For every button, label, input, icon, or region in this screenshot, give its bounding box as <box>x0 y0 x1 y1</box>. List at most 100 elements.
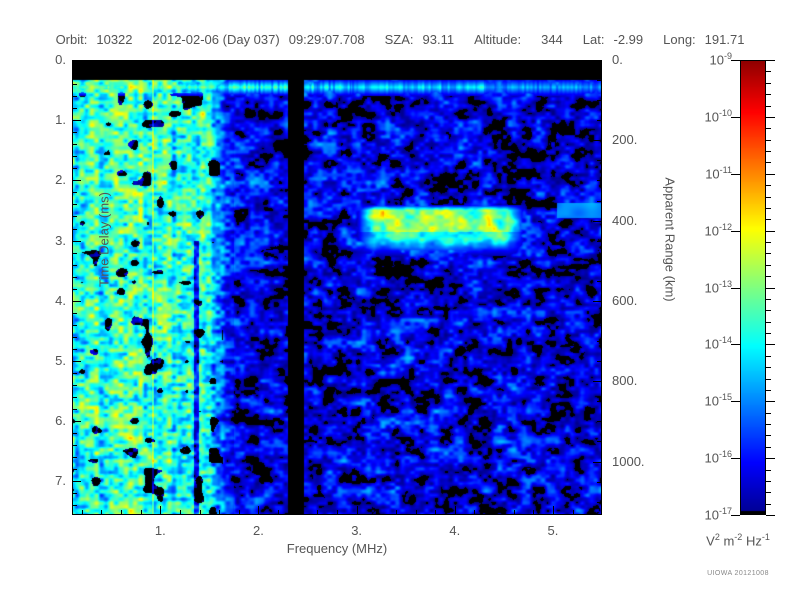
y2-tick-label-800: 800. <box>612 373 638 389</box>
unit-hz: Hz <box>745 533 762 549</box>
colorbar-mantissa: 10 <box>704 223 719 239</box>
colorbar-tick-label--9: 10-9 <box>664 51 732 67</box>
sza-value: 93.11 <box>422 31 455 47</box>
y-tick-minor <box>72 84 77 85</box>
colorbar-tick-major <box>766 60 775 61</box>
colorbar-tick-minor <box>766 356 771 357</box>
y2-tick-minor <box>597 160 602 161</box>
y-tick-minor <box>72 469 77 470</box>
x-tick-minor-top <box>573 60 574 65</box>
colorbar-mantissa: 10 <box>704 450 719 466</box>
x-axis-title: Frequency (MHz) <box>286 541 388 556</box>
x-tick-minor <box>573 510 574 515</box>
colorbar-tick-minor <box>766 379 771 380</box>
y-axis-title: Time Delay (ms) <box>96 192 112 287</box>
x-tick-minor <box>239 510 240 515</box>
x-tick-minor-top <box>82 60 83 65</box>
colorbar-tick-major-left <box>731 344 740 345</box>
x-tick-major-top <box>258 60 259 69</box>
y-tick-major <box>72 481 81 482</box>
y2-tick-minor <box>597 502 602 503</box>
colorbar-gradient <box>740 60 766 515</box>
x-tick-major <box>160 506 161 515</box>
colorbar-tick-major <box>766 174 775 175</box>
y-tick-major <box>72 60 81 61</box>
observation-time: 09:29:07.708 <box>288 31 365 47</box>
colorbar-tick-minor <box>766 253 771 254</box>
x-tick-minor-top <box>376 60 377 65</box>
sza-label: SZA: <box>384 31 414 47</box>
colorbar-tick-major <box>766 231 775 232</box>
colorbar-tick-major <box>766 401 775 402</box>
x-tick-minor <box>278 510 279 515</box>
y-tick-label-7: 7. <box>55 473 66 489</box>
x-tick-minor <box>82 510 83 515</box>
x-tick-minor <box>200 510 201 515</box>
x-tick-minor-top <box>337 60 338 65</box>
x-tick-minor <box>533 510 534 515</box>
x-tick-minor-top <box>101 60 102 65</box>
x-tick-major-top <box>455 60 456 69</box>
y2-tick-minor <box>597 100 602 101</box>
y-tick-minor <box>72 229 77 230</box>
colorbar-tick-major <box>766 515 775 516</box>
x-tick-minor <box>592 510 593 515</box>
x-tick-minor-top <box>435 60 436 65</box>
y2-tick-major <box>593 462 602 463</box>
colorbar-tick-minor <box>766 265 771 266</box>
y-tick-label-3: 3. <box>55 232 66 248</box>
y2-tick-minor <box>597 401 602 402</box>
x-tick-minor-top <box>494 60 495 65</box>
y-tick-minor <box>72 457 77 458</box>
x-tick-label-2: 2. <box>253 523 264 538</box>
y-tick-major <box>72 361 81 362</box>
y-tick-minor <box>72 277 77 278</box>
y-tick-minor <box>72 433 77 434</box>
colorbar-exponent: -10 <box>718 108 732 118</box>
y-tick-label-4: 4. <box>55 292 66 308</box>
x-tick-minor <box>474 510 475 515</box>
colorbar-exponent: -12 <box>718 222 732 232</box>
colorbar-tick-minor <box>766 128 771 129</box>
y-tick-label-0: 0. <box>55 52 66 67</box>
x-tick-major <box>258 506 259 515</box>
y-tick-label-5: 5. <box>55 352 66 368</box>
lat-value: -2.99 <box>613 31 644 47</box>
colorbar-tick-minor <box>766 333 771 334</box>
x-tick-label-3: 3. <box>351 523 363 538</box>
spectrogram-image <box>72 60 602 515</box>
y-tick-minor <box>72 132 77 133</box>
x-tick-minor-top <box>121 60 122 65</box>
colorbar-exponent: -17 <box>718 506 732 516</box>
colorbar-tick-minor <box>766 504 771 505</box>
long-label: Long: <box>663 31 696 47</box>
y-tick-minor <box>72 493 77 494</box>
colorbar-tick-major-left <box>731 515 740 516</box>
x-tick-minor-top <box>592 60 593 65</box>
y2-tick-minor <box>597 482 602 483</box>
y-tick-minor <box>72 144 77 145</box>
unit-m: m <box>723 533 735 549</box>
x-tick-minor <box>317 510 318 515</box>
observation-date: 2012-02-06 (Day 037) <box>152 31 280 47</box>
y-tick-minor <box>72 313 77 314</box>
y-tick-minor <box>72 265 77 266</box>
x-tick-major <box>553 506 554 515</box>
colorbar-tick-minor <box>766 162 771 163</box>
colorbar-exponent: -16 <box>718 449 732 459</box>
y2-tick-minor <box>597 241 602 242</box>
y-tick-major <box>72 180 81 181</box>
colorbar-tick-minor <box>766 481 771 482</box>
y-tick-minor <box>72 409 77 410</box>
colorbar-tick-minor <box>766 94 771 95</box>
ionogram-header: Orbit: 10322 2012-02-06 (Day 037) 09:29:… <box>0 30 800 48</box>
y-tick-label-1: 1. <box>55 112 66 128</box>
x-tick-minor-top <box>219 60 220 65</box>
colorbar-exponent: -14 <box>718 335 732 345</box>
x-tick-minor <box>494 510 495 515</box>
y-tick-major <box>72 241 81 242</box>
y2-tick-major <box>593 221 602 222</box>
unit-m-exp: -2 <box>734 532 743 542</box>
colorbar-tick-label--10: 10-10 <box>664 108 732 124</box>
colorbar-tick-minor <box>766 447 771 448</box>
